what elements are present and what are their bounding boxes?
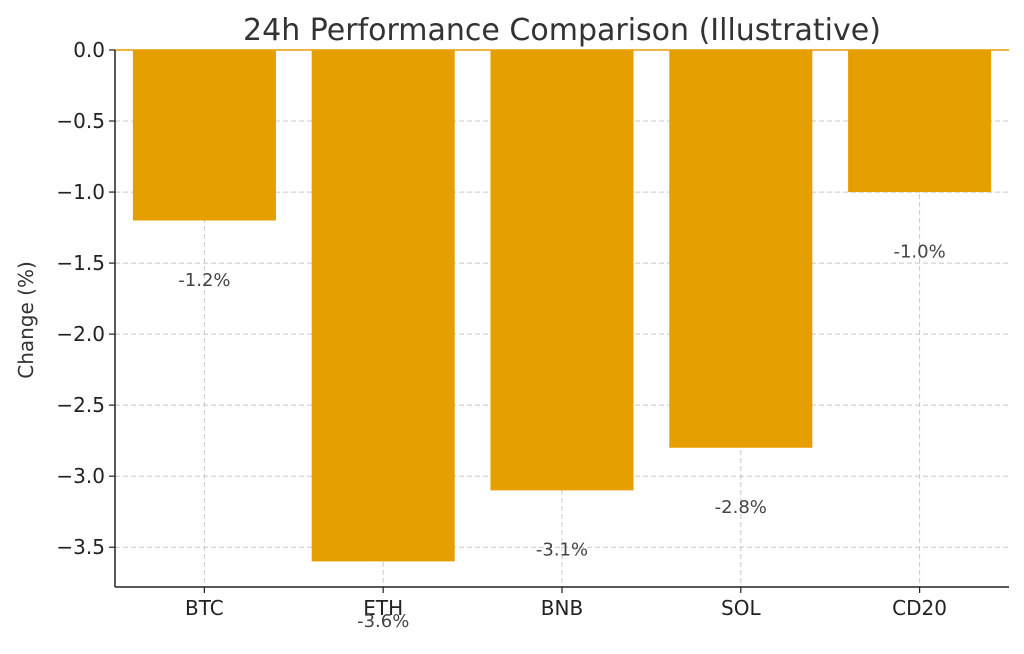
y-tick-label: −1.0 — [56, 180, 105, 204]
x-tick-label-btc: BTC — [185, 596, 224, 620]
y-tick-label: −3.0 — [56, 464, 105, 488]
data-label-sol: -2.8% — [715, 497, 767, 518]
chart-title: 24h Performance Comparison (Illustrative… — [243, 13, 881, 48]
data-label-eth: -3.6% — [357, 611, 409, 632]
data-label-bnb: -3.1% — [536, 540, 588, 561]
data-labels: -1.2% -3.6% -3.1% -2.8% -1.0% — [178, 241, 945, 631]
x-tick-label-bnb: BNB — [541, 596, 583, 620]
bar-sol — [669, 50, 813, 448]
y-tick-label: −1.5 — [56, 251, 105, 275]
y-axis-label: Change (%) — [14, 261, 38, 379]
x-axis-ticks: BTC ETH BNB SOL CD20 — [185, 587, 947, 620]
x-tick-label-cd20: CD20 — [892, 596, 947, 620]
y-tick-label: −2.0 — [56, 322, 105, 346]
y-tick-label: −0.5 — [56, 109, 105, 133]
data-label-cd20: -1.0% — [893, 241, 945, 262]
bars — [132, 50, 992, 562]
y-tick-label: −3.5 — [56, 535, 105, 559]
bar-bnb — [490, 50, 634, 491]
bar-eth — [311, 50, 455, 562]
data-label-btc: -1.2% — [178, 270, 230, 291]
y-tick-label: −2.5 — [56, 393, 105, 417]
y-tick-label: 0.0 — [73, 38, 105, 62]
x-tick-label-eth: ETH — [363, 596, 403, 620]
y-axis-ticks: 0.0 −0.5 −1.0 −1.5 −2.0 −2.5 −3.0 −3.5 — [56, 38, 115, 559]
x-tick-label-sol: SOL — [721, 596, 761, 620]
bar-btc — [132, 50, 276, 221]
bar-cd20 — [848, 50, 992, 193]
